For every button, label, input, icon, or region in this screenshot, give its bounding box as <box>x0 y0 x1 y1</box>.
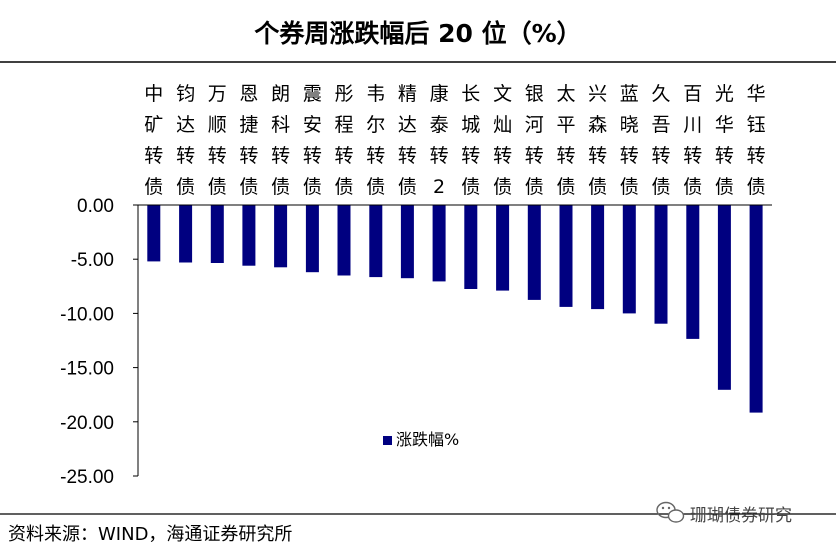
category-label-6: 彤程转债 <box>334 83 353 198</box>
bar-12 <box>527 205 541 300</box>
bar-2 <box>210 205 224 263</box>
category-label-10: 长城转债 <box>461 83 480 198</box>
y-tick-label-3: -15.00 <box>60 359 114 380</box>
y-tick-label-0: 0.00 <box>77 196 114 217</box>
bar-16 <box>654 205 668 324</box>
category-label-16: 久吾转债 <box>651 83 670 198</box>
bar-13 <box>559 205 573 307</box>
bars <box>147 205 763 413</box>
bar-3 <box>242 205 256 266</box>
bar-8 <box>400 205 414 279</box>
category-label-13: 太平转债 <box>556 83 575 198</box>
category-label-3: 恩捷转债 <box>239 83 258 198</box>
category-label-15: 蓝晓转债 <box>620 83 639 198</box>
category-label-7: 韦尔转债 <box>366 83 385 198</box>
category-label-1: 钧达转债 <box>176 83 195 198</box>
category-label-8: 精达转债 <box>398 83 417 198</box>
chart-title: 个券周涨跌幅后 20 位（%） <box>254 19 581 48</box>
category-label-0: 中矿转债 <box>144 83 163 198</box>
bar-11 <box>496 205 510 291</box>
y-tick-label-5: -25.00 <box>60 467 114 488</box>
legend: 涨跌幅% <box>383 430 459 449</box>
bar-18 <box>717 205 731 390</box>
category-label-11: 文灿转债 <box>493 83 512 198</box>
source-note: 资料来源：WIND，海通证券研究所 <box>8 524 292 545</box>
y-tick-label-2: -10.00 <box>60 304 114 325</box>
bar-9 <box>432 205 446 282</box>
category-label-5: 震安转债 <box>303 83 322 198</box>
bar-19 <box>749 205 763 413</box>
bar-4 <box>274 205 288 268</box>
bar-1 <box>179 205 193 263</box>
wechat-icon <box>656 501 685 523</box>
bar-10 <box>464 205 478 289</box>
category-label-2: 万顺转债 <box>208 83 227 198</box>
bar-6 <box>337 205 351 276</box>
category-label-17: 百川转债 <box>683 83 702 198</box>
category-label-19: 华钰转债 <box>747 83 766 198</box>
legend-swatch <box>383 436 392 445</box>
category-label-9: 康泰转 2 <box>430 83 449 198</box>
legend-label: 涨跌幅% <box>396 430 459 449</box>
category-label-14: 兴森转债 <box>588 83 607 198</box>
bar-15 <box>622 205 636 314</box>
y-axis: 0.00 -5.00 -10.00 -15.00 -20.00 -25.00 <box>60 196 772 488</box>
category-label-12: 银河转债 <box>525 83 544 198</box>
y-tick-label-1: -5.00 <box>71 250 114 271</box>
category-label-18: 光华转债 <box>715 83 734 198</box>
y-tick-label-4: -20.00 <box>60 413 114 434</box>
watermark-text: 珊瑚债券研究 <box>690 506 792 526</box>
bar-14 <box>591 205 605 310</box>
category-label-4: 朗科转债 <box>271 83 290 198</box>
bar-5 <box>305 205 319 273</box>
bar-0 <box>147 205 161 262</box>
watermark: 珊瑚债券研究 <box>656 501 792 526</box>
bar-7 <box>369 205 383 278</box>
bar-17 <box>686 205 700 339</box>
